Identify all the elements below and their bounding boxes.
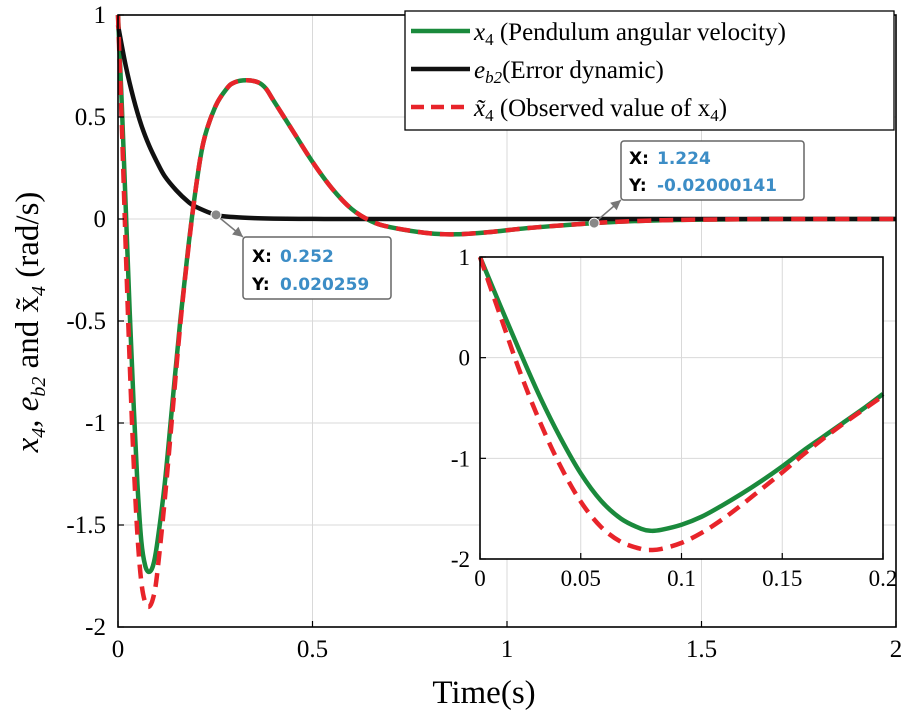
datatip-1-arrowhead	[232, 226, 243, 237]
datatip-2-x-label: X:	[629, 149, 649, 169]
datatip-2-x-value: 1.224	[657, 149, 711, 169]
x-axis-title: Time(s)	[432, 675, 535, 711]
datatip-1-y-value: 0.020259	[280, 275, 369, 295]
datatip-2-y-label: Y:	[628, 176, 647, 196]
inset-ticks: 0 0.05 0.1 0.15 0.2 1 0 -1 -2	[451, 245, 898, 591]
main-y-tick-label: -1	[85, 410, 106, 437]
datatip-1-marker	[210, 209, 222, 221]
legend-label-x4: x4 (Pendulum angular velocity)	[473, 19, 786, 49]
datatip-2-arrowhead	[610, 200, 621, 211]
datatip-2[interactable]: X: 1.224 Y: -0.02000141	[588, 140, 805, 229]
legend: x4 (Pendulum angular velocity) eb2(Error…	[404, 10, 895, 131]
main-ticks: 0 0.5 1 1.5 2 1 0.5 0 -0.5 -1 -1.5 -2	[66, 2, 902, 663]
main-y-tick-label: -1.5	[66, 512, 106, 539]
datatip-2-marker	[588, 217, 600, 229]
datatip-2-y-value: -0.02000141	[657, 176, 777, 196]
main-y-tick-label: -2	[85, 614, 106, 641]
inset-y-tick-label: 1	[459, 245, 471, 270]
main-y-tick-label: 0.5	[75, 104, 106, 131]
legend-label-eb2: eb2(Error dynamic)	[474, 57, 664, 87]
main-x-tick-label: 0.5	[297, 636, 328, 663]
inset-x-tick-label: 0.2	[869, 566, 898, 591]
inset-x-tick-label: 0.05	[561, 566, 601, 591]
inset-y-tick-label: -2	[451, 547, 470, 572]
datatip-2-box	[620, 140, 805, 201]
y-axis-title: x4, eb2 and x̃4 (rad/s)	[10, 192, 50, 454]
main-x-tick-label: 2	[890, 636, 903, 663]
main-y-tick-label: -0.5	[66, 308, 106, 335]
inset-y-tick-label: -1	[451, 446, 470, 471]
inset-series	[477, 256, 885, 553]
main-x-tick-label: 0	[112, 636, 125, 663]
main-series-line-2	[115, 14, 897, 610]
main-x-tick-label: 1	[501, 636, 514, 663]
datatip-1-x-value: 0.252	[280, 247, 334, 267]
datatip-1-box	[242, 236, 392, 300]
legend-label-x4-observed: x̃4 (Observed value of x4)	[473, 95, 727, 125]
datatip-1[interactable]: X: 0.252 Y: 0.020259	[210, 209, 392, 300]
main-x-tick-label: 1.5	[686, 636, 717, 663]
inset-series-line-0	[477, 256, 885, 534]
inset-x-tick-label: 0	[474, 566, 486, 591]
main-y-tick-label: 1	[94, 2, 107, 29]
inset-series-line-1	[477, 256, 885, 553]
datatip-1-y-label: Y:	[251, 275, 270, 295]
main-y-tick-label: 0	[94, 206, 107, 233]
legend-box	[404, 10, 895, 131]
inset-y-tick-label: 0	[459, 346, 471, 371]
datatip-1-x-label: X:	[252, 247, 272, 267]
inset-x-tick-label: 0.15	[762, 566, 802, 591]
inset-x-tick-label: 0.1	[667, 566, 696, 591]
